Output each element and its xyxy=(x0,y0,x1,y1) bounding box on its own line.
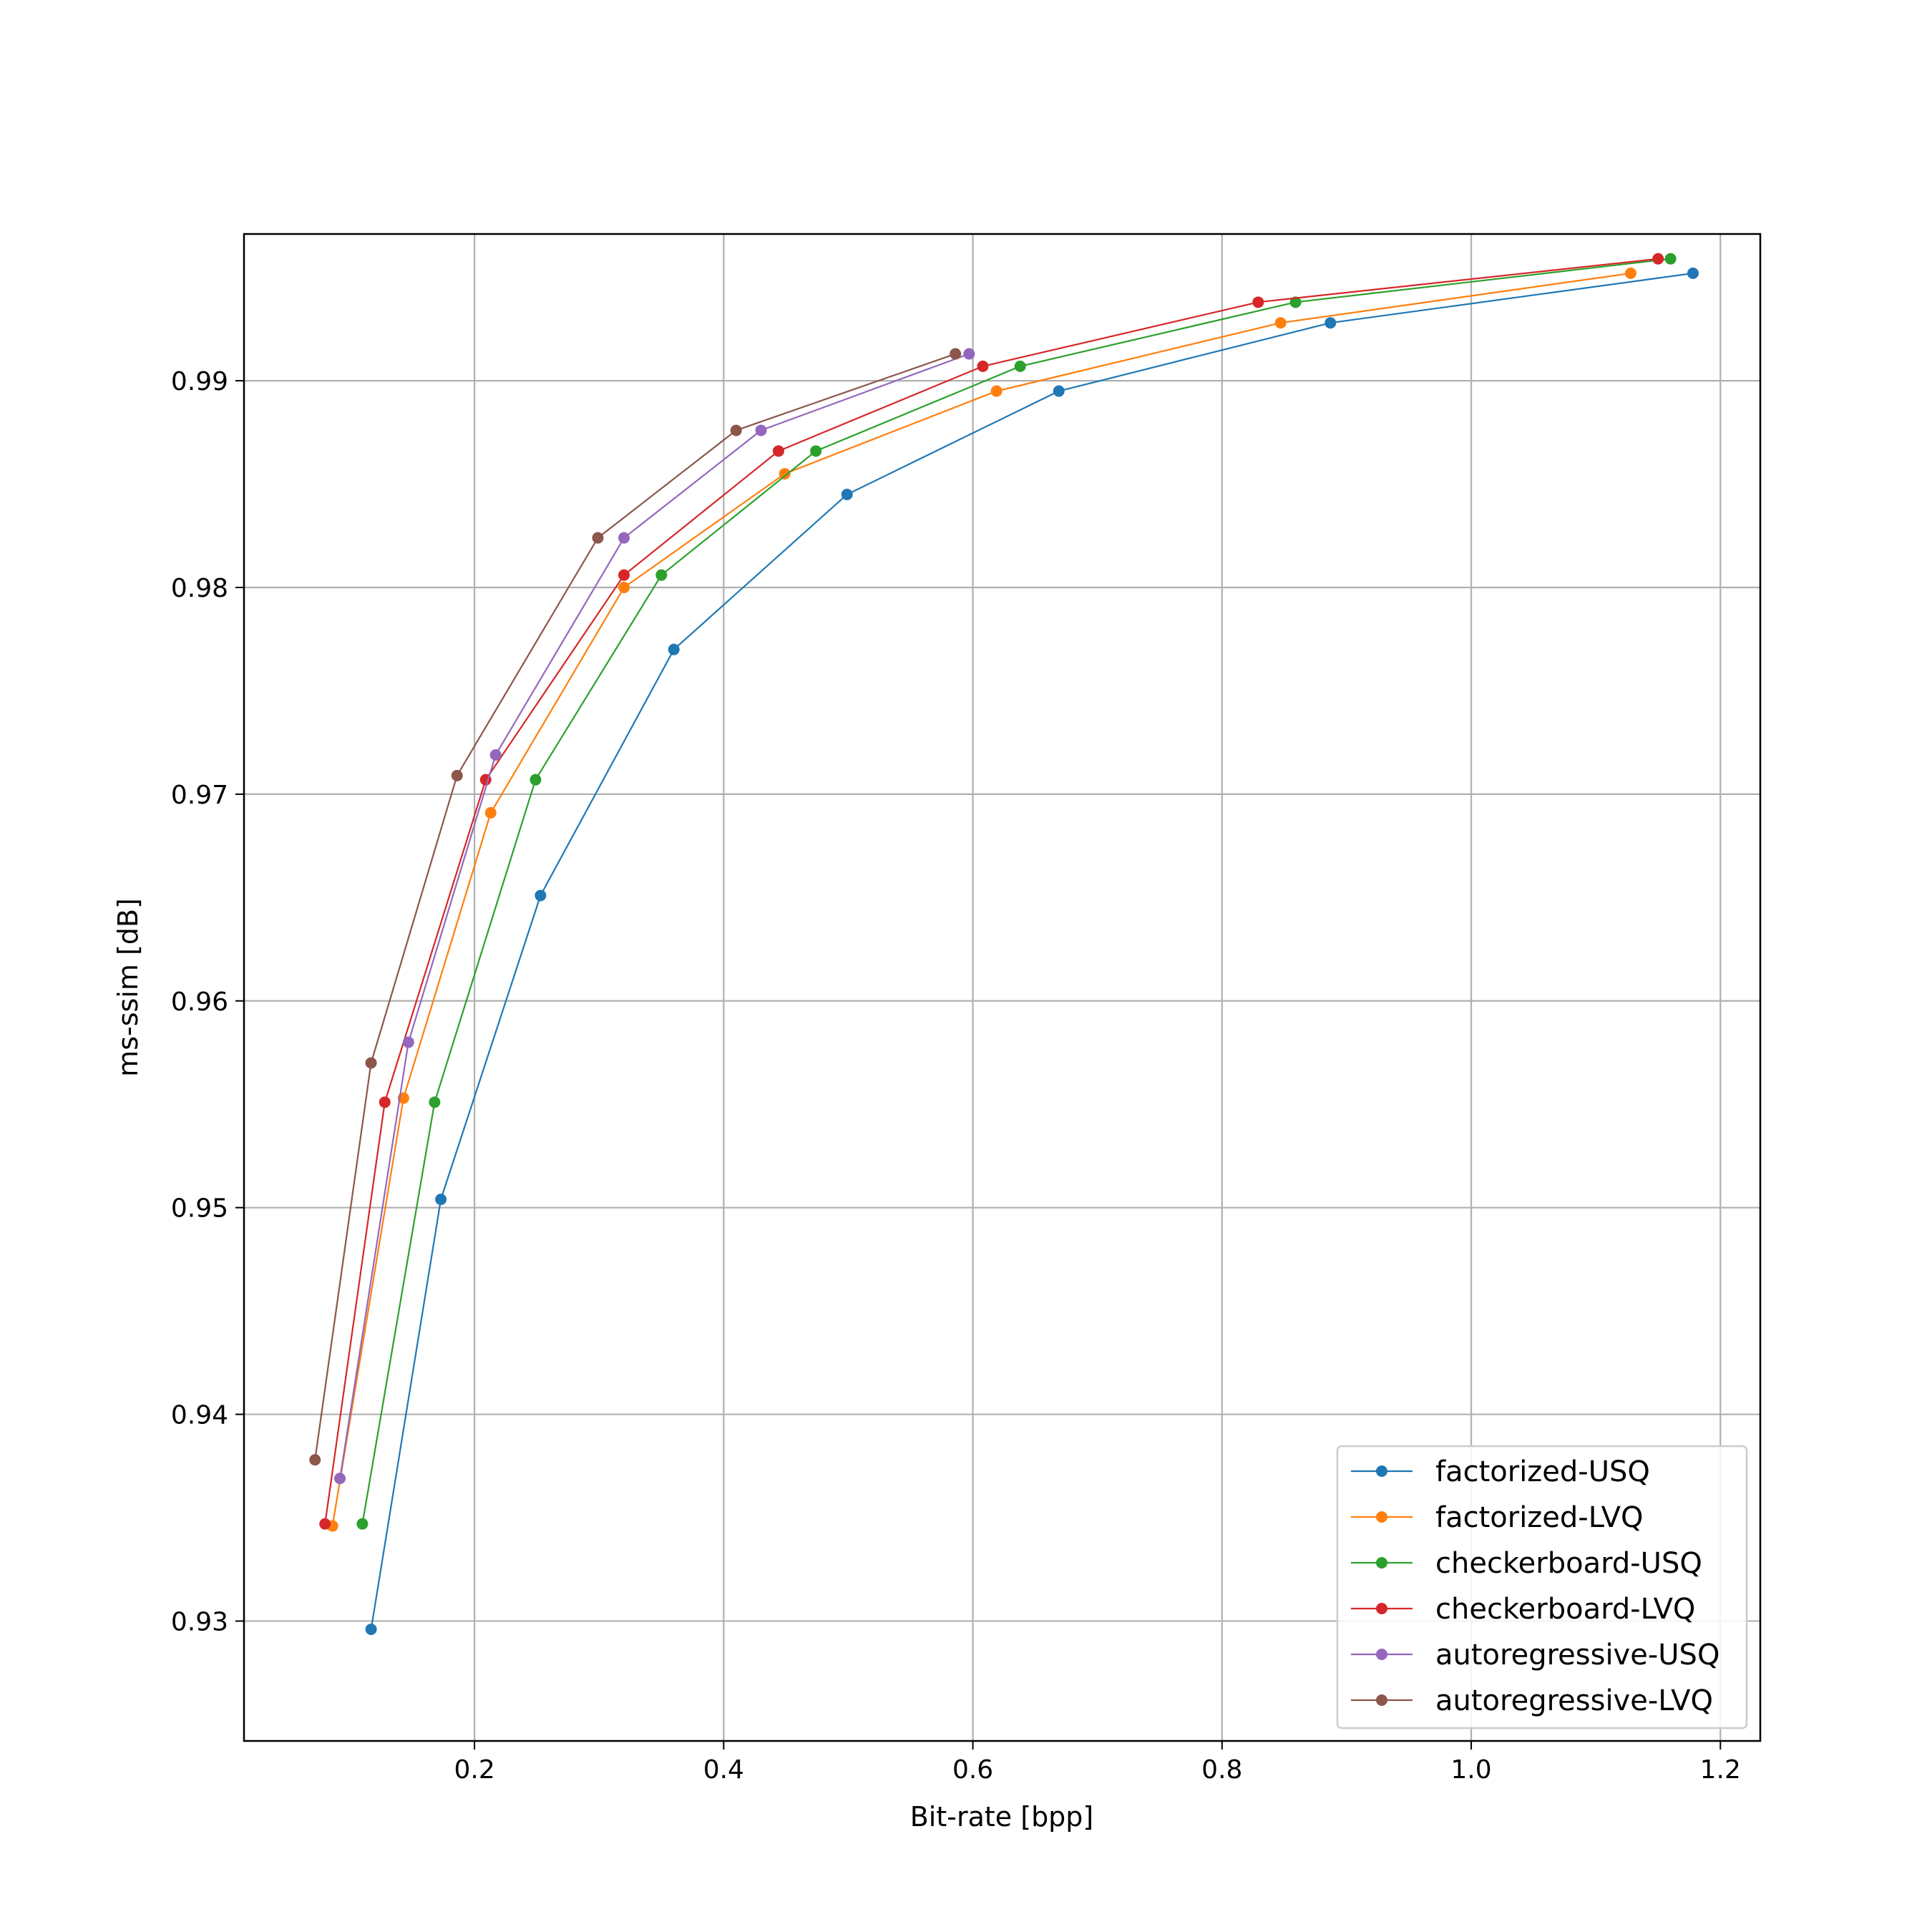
legend-marker xyxy=(1376,1511,1387,1523)
data-point xyxy=(1324,317,1337,329)
series-line xyxy=(339,353,970,1479)
data-point xyxy=(530,774,542,786)
series-factorized-USQ xyxy=(365,267,1699,1635)
data-point xyxy=(435,1194,447,1206)
data-point xyxy=(618,569,630,581)
series-checkerboard-LVQ xyxy=(319,253,1664,1530)
legend-item: autoregressive-USQ xyxy=(1351,1639,1719,1672)
legend-item: factorized-USQ xyxy=(1351,1455,1650,1488)
series-factorized-LVQ xyxy=(326,267,1636,1532)
x-tick-label: 0.2 xyxy=(454,1755,494,1785)
legend-label: autoregressive-LVQ xyxy=(1435,1684,1713,1717)
data-point xyxy=(1252,296,1264,308)
data-point xyxy=(489,749,502,761)
data-point xyxy=(977,360,989,372)
data-point xyxy=(1014,360,1026,372)
series-line xyxy=(370,272,1694,1630)
series-line xyxy=(331,272,1631,1526)
data-point xyxy=(365,1057,377,1069)
data-point xyxy=(334,1473,346,1485)
data-point xyxy=(365,1624,377,1635)
data-point xyxy=(950,348,962,360)
data-point xyxy=(655,569,668,581)
data-point xyxy=(309,1454,321,1466)
y-tick-label: 0.94 xyxy=(171,1401,228,1430)
legend-marker xyxy=(1376,1557,1387,1568)
series-checkerboard-USQ xyxy=(356,253,1677,1530)
x-tick-label: 0.4 xyxy=(703,1755,744,1785)
y-tick-label: 0.93 xyxy=(171,1607,228,1636)
axis-ticks: 0.2 0.4 0.6 0.8 1.0 1.2 0.93 0.94 0.95 0.96 0.97 0.… xyxy=(171,367,1741,1785)
data-point xyxy=(484,806,497,819)
legend-item: checkerboard-LVQ xyxy=(1351,1593,1695,1626)
data-point xyxy=(618,582,630,593)
x-tick-label: 0.6 xyxy=(952,1755,993,1785)
legend-label: autoregressive-USQ xyxy=(1435,1639,1719,1672)
series-lines xyxy=(309,253,1699,1635)
legend-marker xyxy=(1376,1649,1387,1660)
x-tick-label: 0.8 xyxy=(1201,1755,1242,1785)
y-tick-label: 0.96 xyxy=(171,987,228,1017)
data-point xyxy=(779,468,791,480)
data-point xyxy=(755,424,767,436)
legend-marker xyxy=(1376,1603,1387,1614)
series-line xyxy=(361,258,1671,1524)
plot-frame xyxy=(243,233,1762,1742)
data-point xyxy=(618,532,630,544)
y-tick-label: 0.97 xyxy=(171,781,228,810)
data-point xyxy=(1664,253,1677,265)
series-autoregressive-USQ xyxy=(334,348,975,1485)
data-point xyxy=(451,769,463,781)
legend-label: factorized-USQ xyxy=(1435,1455,1650,1488)
legend-box xyxy=(1336,1445,1748,1729)
data-point xyxy=(402,1036,414,1048)
legend-label: checkerboard-LVQ xyxy=(1435,1593,1695,1626)
y-axis-label: ms-ssim [dB] xyxy=(112,898,144,1077)
legend: factorized-USQ factorized-LVQ checkerboard… xyxy=(1336,1445,1748,1729)
data-point xyxy=(772,445,784,457)
legend-marker xyxy=(1376,1465,1387,1477)
y-tick-label: 0.95 xyxy=(171,1194,228,1224)
data-point xyxy=(730,424,742,436)
data-point xyxy=(429,1096,441,1108)
x-axis-label: Bit-rate [bpp] xyxy=(910,1801,1094,1833)
data-point xyxy=(356,1518,369,1530)
data-point xyxy=(990,385,1002,397)
y-tick-label: 0.98 xyxy=(171,574,228,603)
data-point xyxy=(1289,296,1302,308)
data-point xyxy=(668,643,680,655)
data-point xyxy=(535,889,547,902)
series-autoregressive-LVQ xyxy=(309,348,962,1466)
series-line xyxy=(314,353,956,1460)
legend-label: factorized-LVQ xyxy=(1435,1501,1643,1534)
legend-item: autoregressive-LVQ xyxy=(1351,1684,1713,1717)
data-point xyxy=(1274,317,1287,329)
series-line xyxy=(324,258,1659,1524)
data-point xyxy=(1053,385,1065,397)
data-point xyxy=(1624,267,1636,279)
data-point xyxy=(810,445,822,457)
y-tick-label: 0.99 xyxy=(171,367,228,396)
data-point xyxy=(963,348,975,360)
legend-marker xyxy=(1376,1694,1387,1706)
x-tick-label: 1.2 xyxy=(1700,1755,1741,1785)
data-point xyxy=(1652,253,1664,265)
legend-label: checkerboard-USQ xyxy=(1435,1547,1702,1580)
data-point xyxy=(592,532,604,544)
data-point xyxy=(319,1518,331,1530)
legend-item: factorized-LVQ xyxy=(1351,1501,1643,1534)
data-point xyxy=(1687,267,1699,279)
data-point xyxy=(841,489,853,500)
x-tick-label: 1.0 xyxy=(1450,1755,1491,1785)
legend-item: checkerboard-USQ xyxy=(1351,1547,1702,1580)
data-point xyxy=(379,1096,391,1108)
